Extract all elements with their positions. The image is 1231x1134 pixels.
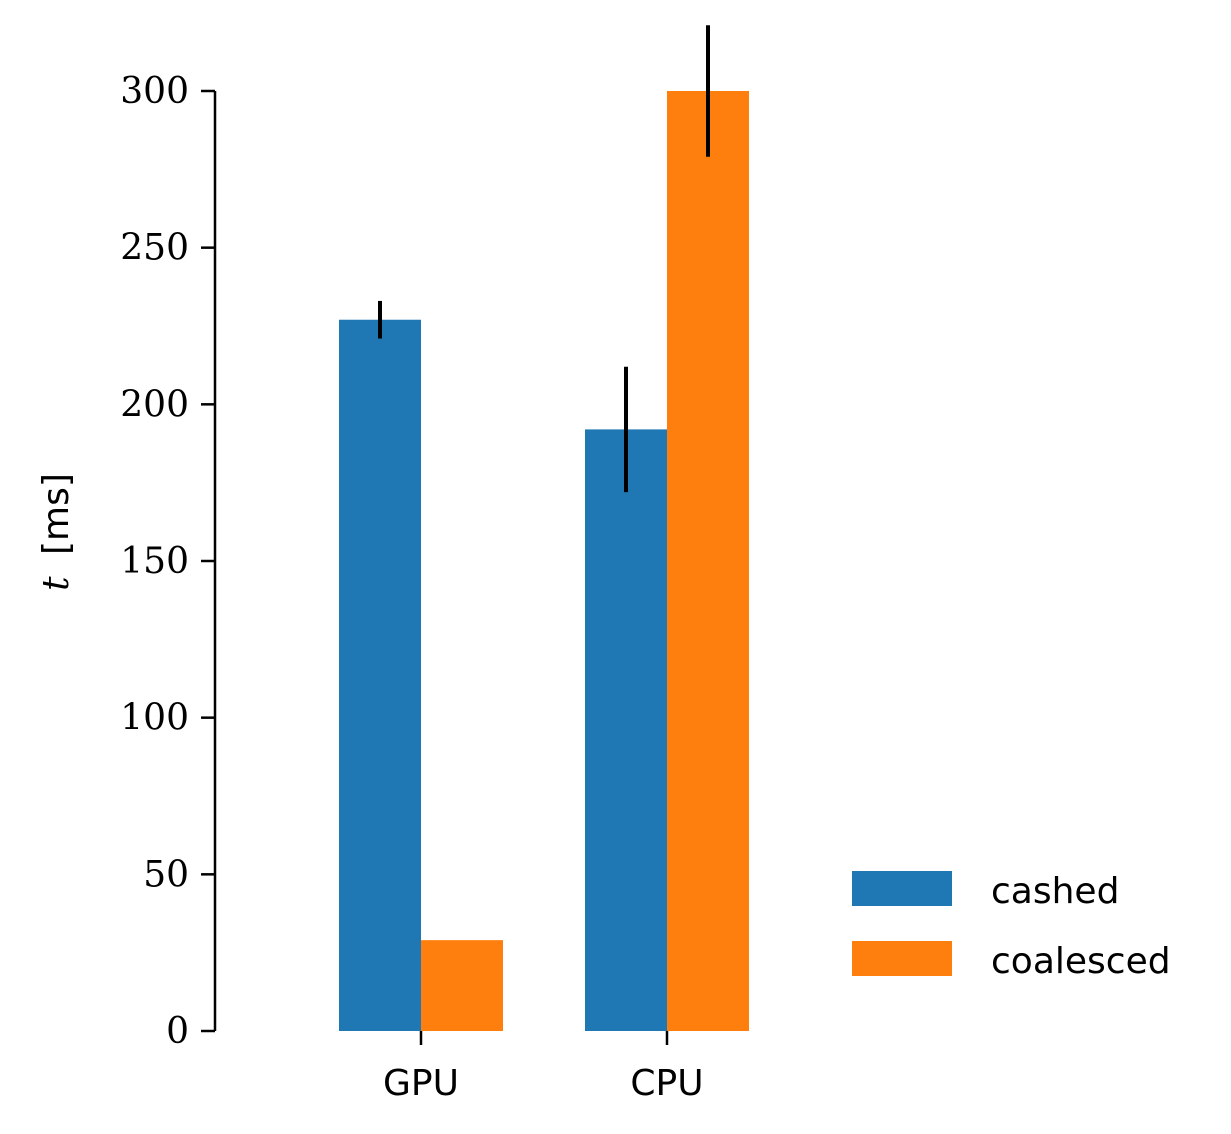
y-tick-label: 50 bbox=[143, 854, 189, 895]
y-ticks: 0 50 100 150 200 250 300 bbox=[120, 71, 215, 1052]
bar-coalesced-cpu bbox=[667, 91, 749, 1031]
legend: cashed coalesced bbox=[852, 871, 1171, 982]
bars-layer bbox=[339, 91, 749, 1031]
y-axis-title: t [ms] bbox=[36, 473, 77, 591]
bar-coalesced-gpu bbox=[421, 940, 503, 1031]
y-tick-label: 0 bbox=[166, 1011, 189, 1052]
x-tick-label-cpu: CPU bbox=[630, 1063, 703, 1104]
legend-label-cashed: cashed bbox=[991, 871, 1119, 912]
y-tick-label: 100 bbox=[120, 698, 189, 739]
y-tick-label: 300 bbox=[120, 71, 189, 112]
y-tick-label: 150 bbox=[120, 541, 189, 582]
legend-swatch-cashed bbox=[852, 871, 952, 906]
bar-cashed-gpu bbox=[339, 319, 421, 1031]
y-axis: 0 50 100 150 200 250 300 bbox=[120, 71, 217, 1052]
legend-swatch-coalesced bbox=[852, 941, 952, 976]
error-bars-layer bbox=[378, 25, 710, 493]
bar-cashed-cpu bbox=[585, 429, 667, 1031]
y-tick-label: 250 bbox=[120, 228, 189, 269]
x-ticks: GPU CPU bbox=[383, 1031, 704, 1104]
x-tick-label-gpu: GPU bbox=[383, 1063, 459, 1104]
y-axis-unit: [ms] bbox=[36, 473, 77, 555]
x-axis: GPU CPU bbox=[383, 1031, 704, 1104]
y-axis-variable: t bbox=[36, 576, 77, 591]
legend-label-coalesced: coalesced bbox=[991, 941, 1171, 982]
y-tick-label: 200 bbox=[120, 384, 189, 425]
